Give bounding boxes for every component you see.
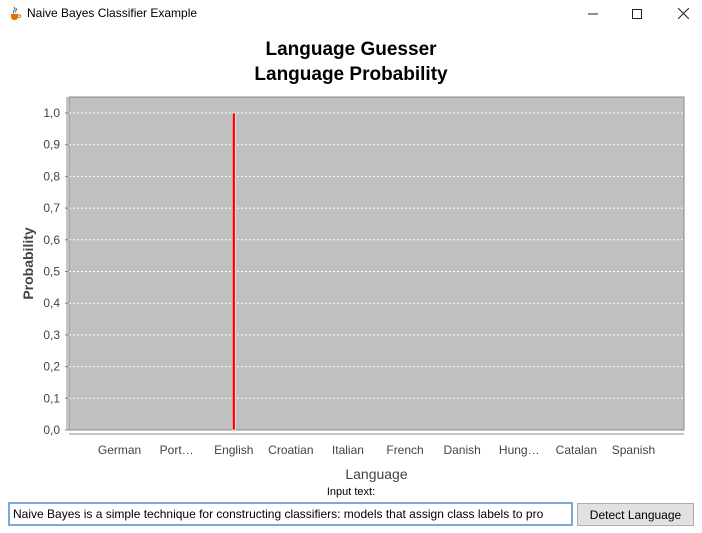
chart-title: Language Guesser (265, 39, 437, 60)
x-tick-label: Italian (332, 443, 364, 457)
y-tick-label: 0,8 (43, 169, 60, 183)
plot-area (68, 96, 685, 431)
x-tick-label: Spanish (612, 443, 655, 457)
x-tick-label: Danish (443, 443, 480, 457)
close-button[interactable] (660, 0, 702, 27)
y-tick-label: 0,5 (43, 265, 60, 279)
x-tick-label: French (386, 443, 423, 457)
y-tick-label: 0,0 (43, 423, 60, 437)
detect-language-button[interactable]: Detect Language (577, 503, 694, 526)
java-coffee-icon (11, 6, 22, 20)
x-tick-label: Port… (160, 443, 194, 457)
y-tick-label: 0,3 (43, 328, 60, 342)
y-tick-label: 0,6 (43, 233, 60, 247)
chart-subtitle: Language Probability (254, 64, 448, 85)
bar (231, 112, 236, 431)
text-input[interactable] (8, 502, 573, 526)
x-tick-label: Catalan (556, 443, 597, 457)
x-axis-label: Language (345, 466, 408, 482)
x-tick-label: Croatian (268, 443, 313, 457)
minimize-button[interactable] (570, 0, 616, 27)
close-icon (677, 8, 689, 19)
x-tick-label: English (214, 443, 253, 457)
y-tick-label: 0,7 (43, 201, 60, 215)
y-tick-label: 0,4 (43, 296, 60, 310)
y-tick-label: 0,9 (43, 138, 60, 152)
input-label: Input text: (326, 486, 376, 498)
y-tick-label: 0,1 (43, 391, 60, 405)
y-tick-label: 1,0 (43, 106, 60, 120)
bar-chart: 0,0 0,1 0,2 0,3 0,4 0,5 0,6 0,7 0,8 0,9 1,0 German P… (20, 96, 685, 482)
window-title: Naive Bayes Classifier Example (27, 6, 198, 20)
y-axis-label: Probability (20, 227, 36, 300)
y-tick-label: 0,2 (43, 360, 60, 374)
x-tick-label: Hung… (499, 443, 540, 457)
maximize-icon (632, 8, 642, 19)
minimize-icon (588, 13, 598, 14)
x-tick-label: German (98, 443, 141, 457)
window-titlebar: Naive Bayes Classifier Example (0, 0, 702, 27)
chart-panel: Language Guesser Language Probability 0,… (0, 27, 702, 487)
maximize-button[interactable] (614, 0, 660, 27)
